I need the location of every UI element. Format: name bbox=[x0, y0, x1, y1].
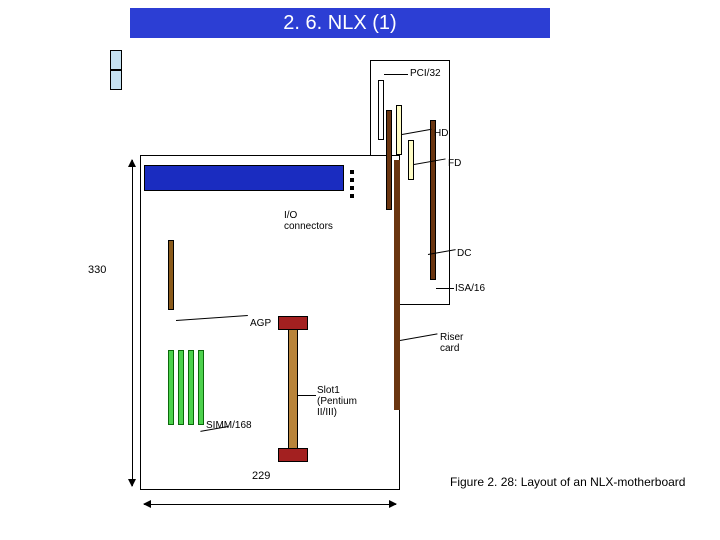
label-simm: SIMM/168 bbox=[206, 420, 252, 431]
figure-caption: Figure 2. 28: Layout of an NLX-motherboa… bbox=[450, 475, 685, 489]
io-pins bbox=[350, 170, 354, 202]
leader-riser bbox=[400, 333, 438, 341]
title-bar: 2. 6. NLX (1) bbox=[130, 8, 550, 38]
riser-edge-inner bbox=[386, 110, 392, 210]
leader-pci32 bbox=[384, 74, 408, 75]
label-dc: DC bbox=[457, 248, 471, 259]
simm-slot-2 bbox=[178, 350, 184, 425]
slot-isa16 bbox=[430, 120, 436, 280]
slot-agp bbox=[168, 240, 174, 310]
dimension-width: 229 bbox=[252, 470, 270, 482]
leader-slot1 bbox=[298, 395, 316, 396]
simm-slot-3 bbox=[188, 350, 194, 425]
dimension-line-horizontal bbox=[144, 504, 396, 505]
io-connector-bar bbox=[144, 165, 344, 191]
label-agp: AGP bbox=[250, 318, 271, 329]
cpu-slot1-body bbox=[288, 322, 298, 452]
cpu-slot1-cap-top bbox=[278, 316, 308, 330]
dimension-height: 330 bbox=[88, 264, 106, 276]
simm-slot-4 bbox=[198, 350, 204, 425]
label-fd: FD bbox=[448, 158, 461, 169]
dimension-line-vertical bbox=[132, 160, 133, 486]
title-text: 2. 6. NLX (1) bbox=[283, 12, 396, 34]
label-slot1: Slot1 (Pentium II/III) bbox=[317, 385, 367, 418]
label-io: I/O connectors bbox=[284, 210, 344, 232]
slot-fd bbox=[408, 140, 414, 180]
leader-isa bbox=[436, 288, 454, 289]
slot-dc-2 bbox=[110, 70, 122, 90]
cpu-slot1-cap-bottom bbox=[278, 448, 308, 462]
label-isa: ISA/16 bbox=[455, 283, 485, 294]
label-pci32: PCI/32 bbox=[410, 68, 441, 79]
riser-edge-connector bbox=[394, 160, 400, 410]
slot-pci32 bbox=[378, 80, 384, 140]
slot-hd bbox=[396, 105, 402, 155]
nlx-diagram: PCI/32 HD FD I/O connectors DC ISA/16 AG… bbox=[110, 50, 490, 510]
slot-dc-1 bbox=[110, 50, 122, 70]
label-riser: Riser card bbox=[440, 332, 480, 354]
label-hd: HD bbox=[434, 128, 448, 139]
simm-slot-1 bbox=[168, 350, 174, 425]
